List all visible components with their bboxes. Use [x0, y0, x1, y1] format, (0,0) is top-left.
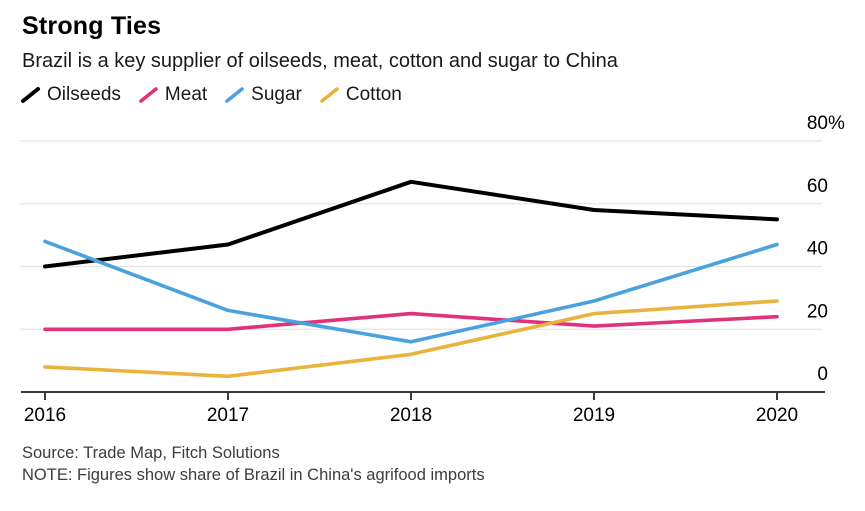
series-line-meat: [43, 311, 779, 332]
y-axis-label-20: 20: [807, 301, 828, 322]
legend-label-cotton: Cotton: [345, 84, 402, 105]
legend-item-meat: Meat: [138, 84, 207, 106]
legend-item-sugar: Sugar: [224, 84, 302, 106]
y-axis-label-40: 40: [807, 239, 828, 260]
x-axis-label-2016: 2016: [24, 405, 66, 426]
legend-label-sugar: Sugar: [251, 84, 302, 105]
chart-subtitle: Brazil is a key supplier of oilseeds, me…: [22, 50, 618, 72]
cotton-line-swatch-icon: [320, 87, 339, 103]
series-line-oilseeds: [43, 179, 779, 269]
legend-label-oilseeds: Oilseeds: [47, 84, 121, 105]
legend: Oilseeds Meat Sugar Cotton: [20, 84, 402, 106]
x-axis-label-2018: 2018: [390, 405, 432, 426]
legend-label-meat: Meat: [164, 84, 208, 105]
chart-title: Strong Ties: [22, 12, 162, 40]
line-chart: 0 20 40 60 80 % 2016 2017 2018 2019 2020: [20, 113, 845, 426]
x-axis-label-2019: 2019: [573, 405, 615, 426]
footer: Source: Trade Map, Fitch Solutions NOTE:…: [22, 442, 485, 486]
legend-item-oilseeds: Oilseeds: [20, 84, 121, 106]
y-axis-label-80: 80: [807, 113, 828, 134]
x-axis-label-2017: 2017: [207, 405, 249, 426]
meat-line-swatch-icon: [139, 87, 158, 103]
legend-item-cotton: Cotton: [319, 84, 402, 106]
series-line-sugar: [43, 239, 779, 344]
y-axis-unit-suffix: %: [828, 113, 845, 134]
cotton-swatch-stroke: [320, 87, 339, 103]
meat-swatch-stroke: [139, 87, 158, 103]
sugar-swatch-stroke: [225, 87, 244, 103]
sugar-line-swatch-icon: [225, 87, 244, 103]
x-axis-label-2020: 2020: [756, 405, 798, 426]
y-axis-label-60: 60: [807, 176, 828, 197]
oilseeds-swatch-stroke: [21, 87, 40, 103]
y-axis-label-0: 0: [817, 364, 828, 385]
series-line-cotton: [43, 299, 779, 379]
oilseeds-line-swatch-icon: [21, 87, 40, 103]
note-text: NOTE: Figures show share of Brazil in Ch…: [22, 466, 485, 484]
source-text: Source: Trade Map, Fitch Solutions: [22, 444, 280, 462]
